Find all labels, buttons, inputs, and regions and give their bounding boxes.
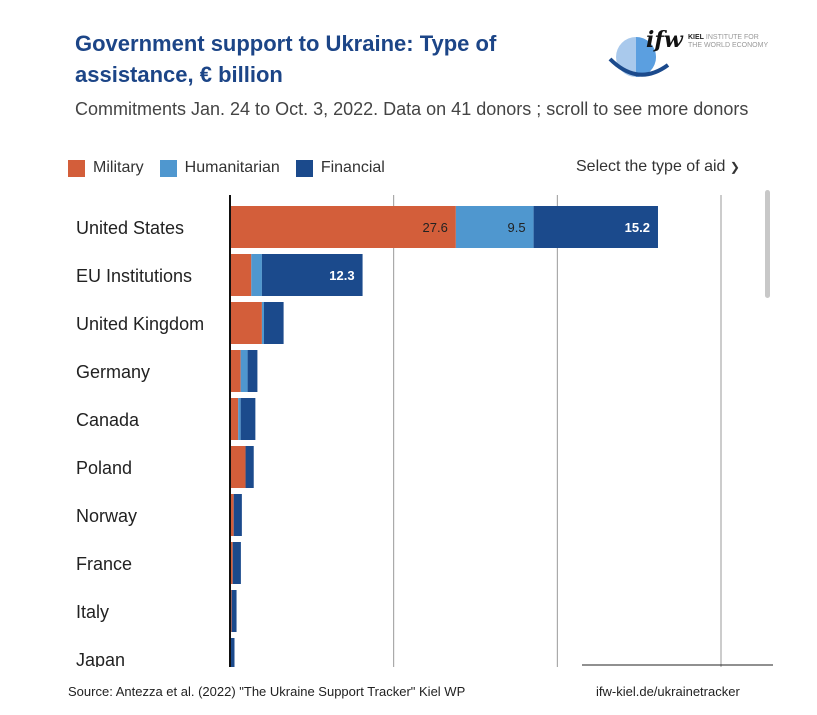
ifw-logo-icon: ifw	[608, 27, 684, 77]
bar-military	[230, 206, 456, 248]
category-label: EU Institutions	[76, 266, 192, 286]
bar-financial	[240, 398, 256, 440]
bar-financial	[232, 542, 241, 584]
bar-financial	[533, 206, 658, 248]
bar-military	[230, 350, 241, 392]
aid-type-select[interactable]: Select the type of aid ❯	[576, 158, 740, 175]
data-label: 12.3	[329, 268, 354, 283]
data-label: 9.5	[508, 220, 526, 235]
category-label: Canada	[76, 410, 140, 430]
chevron-down-icon: ❯	[729, 160, 740, 174]
bar-financial	[231, 590, 237, 632]
chart-subtitle: Commitments Jan. 24 to Oct. 3, 2022. Dat…	[75, 99, 749, 119]
legend-item-military: Military	[68, 159, 144, 177]
scrollbar[interactable]	[765, 190, 770, 298]
category-label: France	[76, 554, 132, 574]
bar-financial	[247, 350, 258, 392]
source-note: Source: Antezza et al. (2022) "The Ukrai…	[68, 684, 466, 699]
legend: Military Humanitarian Financial	[68, 159, 385, 177]
category-label: United States	[76, 218, 184, 238]
category-label: United Kingdom	[76, 314, 204, 334]
logo-text: KIEL INSTITUTE FOR THE WORLD ECONOMY	[688, 34, 769, 49]
legend-swatch	[68, 159, 85, 177]
tracker-link[interactable]: ifw-kiel.de/ukrainetracker	[596, 684, 740, 699]
category-label: Poland	[76, 458, 132, 478]
bar-military	[230, 542, 233, 584]
bar-humanitarian	[240, 350, 248, 392]
category-label: Germany	[76, 362, 150, 382]
category-label: Japan	[76, 650, 125, 667]
bar-military	[230, 302, 262, 344]
legend-item-financial: Financial	[295, 159, 385, 177]
bar-financial	[261, 254, 363, 296]
bar-financial	[230, 638, 235, 667]
bar-financial	[263, 302, 284, 344]
data-label: 27.6	[423, 220, 448, 235]
bar-military	[230, 254, 252, 296]
legend-swatch	[159, 159, 177, 177]
bar-military	[230, 446, 246, 488]
category-label: Italy	[76, 602, 109, 622]
data-label: 15.2	[625, 220, 650, 235]
bar-humanitarian	[455, 206, 534, 248]
bar-chart: United States 27.6 9.5 15.2 EU Institutions 1…	[76, 195, 773, 667]
bar-financial	[233, 494, 242, 536]
legend-swatch	[295, 159, 313, 177]
bar-financial	[245, 446, 254, 488]
chart-title: Government support to Ukraine: Type of a…	[75, 31, 497, 87]
bar-humanitarian	[238, 398, 241, 440]
category-label: Norway	[76, 506, 137, 526]
bar-military	[230, 494, 234, 536]
bar-humanitarian	[261, 302, 264, 344]
legend-item-humanitarian: Humanitarian	[159, 159, 280, 177]
bar-military	[230, 398, 239, 440]
bar-humanitarian	[251, 254, 262, 296]
svg-text:ifw: ifw	[646, 27, 684, 53]
